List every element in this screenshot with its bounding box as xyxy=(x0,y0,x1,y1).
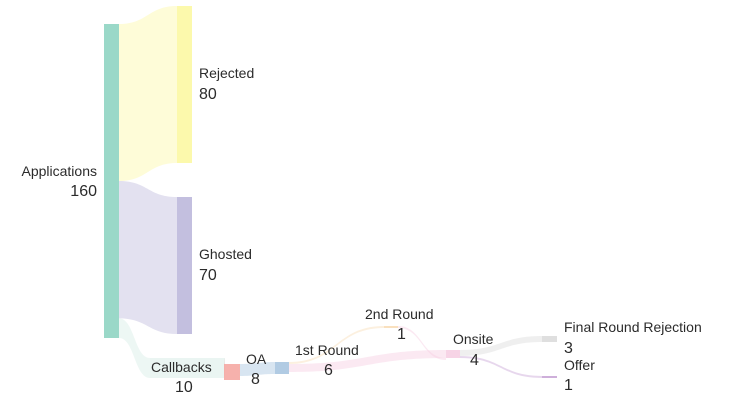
sankey-nodes xyxy=(104,6,557,380)
node-ghosted xyxy=(177,197,192,334)
sankey-labels: Applications 160 Rejected 80 Ghosted 70 … xyxy=(22,65,702,396)
link-applications-to-ghosted xyxy=(119,181,177,334)
node-label-rejected: Rejected xyxy=(199,65,254,81)
node-value-offer: 1 xyxy=(564,377,573,394)
node-value-oa: 8 xyxy=(251,371,260,388)
node-label-oa: OA xyxy=(246,351,267,367)
link-second-round-to-onsite xyxy=(398,326,446,360)
node-value-callbacks: 10 xyxy=(175,379,193,396)
node-first-round xyxy=(275,362,289,374)
node-label-first-round: 1st Round xyxy=(295,342,359,358)
node-value-applications: 160 xyxy=(70,183,97,200)
node-label-callbacks: Callbacks xyxy=(151,359,212,375)
sankey-links xyxy=(119,6,542,380)
node-label-ghosted: Ghosted xyxy=(199,246,252,262)
node-onsite xyxy=(446,350,460,358)
link-oa-to-first-round xyxy=(240,362,275,376)
node-value-final-round-rejection: 3 xyxy=(564,340,573,357)
node-final-round-rejection xyxy=(542,336,557,342)
link-onsite-to-offer xyxy=(460,356,542,378)
node-oa xyxy=(224,364,240,380)
node-value-second-round: 1 xyxy=(397,326,406,343)
node-value-first-round: 6 xyxy=(324,362,333,379)
link-first-round-to-second-round xyxy=(289,326,384,364)
node-label-onsite: Onsite xyxy=(453,331,494,347)
node-value-rejected: 80 xyxy=(199,86,217,103)
node-label-offer: Offer xyxy=(564,357,595,373)
node-second-round xyxy=(384,326,398,328)
node-applications xyxy=(104,24,119,338)
node-label-second-round: 2nd Round xyxy=(365,306,434,322)
node-label-applications: Applications xyxy=(22,163,98,179)
node-label-final-round-rejection: Final Round Rejection xyxy=(564,319,702,335)
link-first-round-to-onsite xyxy=(289,350,446,372)
node-callbacks xyxy=(150,358,225,378)
node-offer xyxy=(542,376,557,378)
node-value-onsite: 4 xyxy=(470,352,479,369)
node-rejected xyxy=(177,6,192,163)
node-value-ghosted: 70 xyxy=(199,267,217,284)
link-applications-to-rejected xyxy=(119,6,177,181)
link-onsite-to-final-round-rejection xyxy=(460,336,542,356)
link-applications-to-callbacks xyxy=(119,318,150,378)
